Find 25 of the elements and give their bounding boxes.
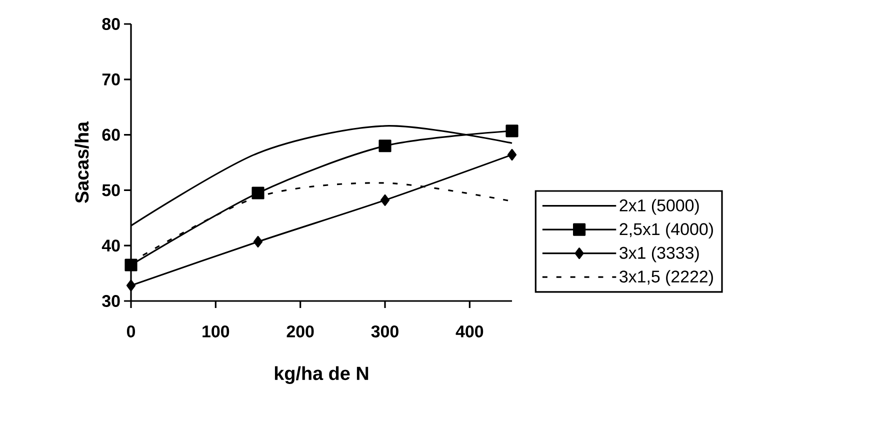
- x-tick-label: 400: [456, 325, 484, 338]
- point: [506, 124, 518, 138]
- point: [378, 140, 392, 152]
- point: [252, 186, 264, 200]
- x-tick-label: 100: [202, 325, 230, 338]
- point: [126, 280, 136, 292]
- y-tick-label: 50: [102, 184, 120, 196]
- x-tick-label: 200: [286, 325, 314, 338]
- point: [253, 236, 263, 248]
- y-tick-label: 80: [102, 18, 120, 30]
- point: [507, 148, 517, 161]
- y-axis-title: Sacas/ha: [74, 121, 89, 203]
- point: [380, 194, 390, 206]
- y-tick-label: 60: [102, 128, 120, 141]
- x-axis-title: kg/ha de N: [274, 366, 368, 384]
- legend-label: 2x1 (5000): [620, 198, 699, 215]
- y-tick-label: 70: [102, 73, 120, 86]
- legend-label: 3x1 (3333): [620, 246, 699, 262]
- x-tick-label: 0: [126, 325, 136, 338]
- legend-label: 2,5x1 (4000): [620, 222, 713, 238]
- y-tick-label: 40: [102, 240, 120, 252]
- y-tick-label: 30: [102, 294, 120, 308]
- x-tick-label: 300: [371, 325, 398, 338]
- point: [124, 258, 138, 272]
- legend-label: 3x1,5 (2222): [620, 270, 713, 286]
